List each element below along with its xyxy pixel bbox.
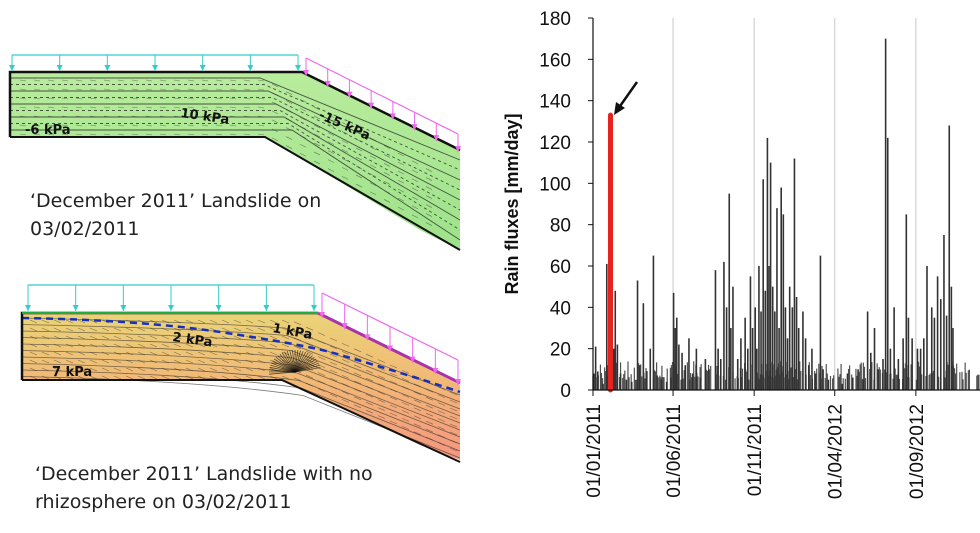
x-tick-labels: 01/01/2011 01/06/2011 01/11/2011 01/04/2012… <box>584 404 928 499</box>
x-tick-label: 01/11/2011 <box>745 404 766 496</box>
x-tick-label: 01/09/2012 <box>907 404 928 499</box>
bottom-caption: ‘December 2011’ Landslide with no rhizos… <box>35 460 373 516</box>
y-tick-label: 20 <box>550 340 571 361</box>
y-tick-label: 180 <box>539 9 571 30</box>
model-panels: -6 kPa 10 kPa -15 kPa 7 kPa 2 kPa 1 kPa … <box>0 0 470 528</box>
model-bottom: 7 kPa 2 kPa 1 kPa <box>22 285 461 462</box>
x-tick-label: 01/01/2011 <box>584 404 605 498</box>
x-tick-label: 01/06/2011 <box>664 404 685 498</box>
top-flat-load-arrows <box>9 55 301 71</box>
slope-model-figures: -6 kPa 10 kPa -15 kPa 7 kPa 2 kPa 1 kPa <box>0 0 470 528</box>
y-tick-label: 0 <box>560 381 571 402</box>
bottom-flat-load-arrows <box>25 285 317 311</box>
y-tick-label: 120 <box>539 133 571 154</box>
y-tick-label: 100 <box>539 174 571 195</box>
y-tick-labels: 0 20 40 60 80 100 120 140 160 180 <box>539 9 571 402</box>
highlight-arrow <box>614 82 637 115</box>
bottom-caption-line-2: rhizosphere on 03/02/2011 <box>35 488 373 516</box>
y-tick-label: 140 <box>539 92 571 113</box>
top-label-1: -6 kPa <box>25 123 71 138</box>
y-tick-label: 160 <box>539 50 571 71</box>
top-caption: ‘December 2011’ Landslide on 03/02/2011 <box>30 187 321 243</box>
x-tick-label: 01/04/2012 <box>826 404 847 499</box>
top-caption-line-2: 03/02/2011 <box>30 215 321 243</box>
bars <box>593 39 979 390</box>
rain-flux-chart: 0 20 40 60 80 100 120 140 160 180 01/01/2011 01/06… <box>490 0 980 528</box>
y-tick-label: 60 <box>550 257 571 278</box>
y-tick-label: 40 <box>550 298 571 319</box>
y-axis-label: Rain fluxes [mm/day] <box>502 113 522 294</box>
top-caption-line-1: ‘December 2011’ Landslide on <box>30 187 321 215</box>
y-tick-label: 80 <box>550 216 571 237</box>
bottom-caption-line-1: ‘December 2011’ Landslide with no <box>35 460 373 488</box>
bottom-label-1: 7 kPa <box>52 365 92 380</box>
rain-flux-chart-svg: 0 20 40 60 80 100 120 140 160 180 01/01/2011 01/06… <box>490 0 980 528</box>
